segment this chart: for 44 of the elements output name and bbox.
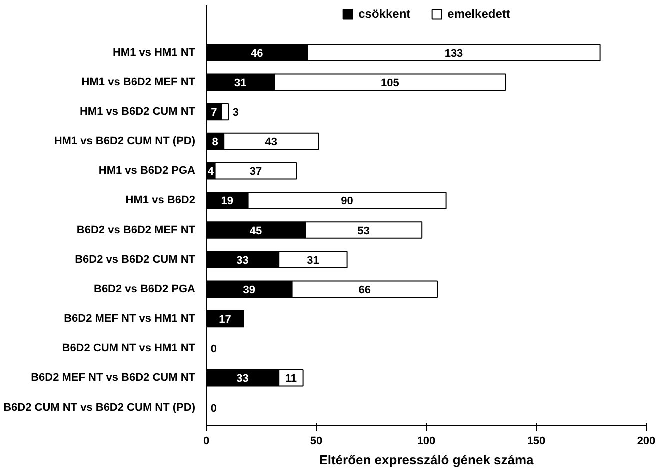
x-tick-label: 0 xyxy=(203,436,210,448)
y-tick-label: HM1 vs B6D2 MEF NT xyxy=(82,76,196,88)
y-tick-label: B6D2 MEF NT vs B6D2 CUM NT xyxy=(31,372,196,384)
x-tick-label: 150 xyxy=(527,436,546,448)
data-label: 33 xyxy=(236,373,249,386)
data-label: 37 xyxy=(250,166,262,178)
x-tick-label: 200 xyxy=(637,436,656,448)
data-label: 31 xyxy=(307,254,320,267)
y-tick-label: HM1 vs B6D2 CUM NT (PD) xyxy=(54,136,196,148)
y-tick-label: B6D2 CUM NT vs HM1 NT xyxy=(62,342,196,355)
data-label: 3 xyxy=(232,106,240,119)
y-tick-label: B6D2 vs B6D2 CUM NT xyxy=(75,254,196,266)
x-tick-label: 100 xyxy=(417,436,436,448)
data-label: 105 xyxy=(381,77,400,90)
data-label: 66 xyxy=(358,284,372,296)
y-tick-label: HM1 vs B6D2 xyxy=(126,194,196,207)
data-label: 31 xyxy=(234,77,247,90)
x-axis-title: Eltérően expresszáló gének száma xyxy=(319,452,535,468)
data-label: 11 xyxy=(285,373,298,386)
y-tick-label: HM1 vs B6D2 CUM NT xyxy=(80,106,196,118)
y-tick-label: B6D2 CUM NT vs B6D2 CUM NT (PD) xyxy=(4,402,196,414)
data-label: 8 xyxy=(212,136,218,149)
data-label: 33 xyxy=(236,254,249,267)
data-label: 43 xyxy=(265,136,278,149)
data-label: 45 xyxy=(250,225,262,238)
x-tick-label: 50 xyxy=(310,436,323,448)
y-tick-label: B6D2 vs B6D2 MEF NT xyxy=(76,224,196,236)
data-label: 4 xyxy=(208,166,215,178)
data-label: 53 xyxy=(358,225,370,238)
data-label: 7 xyxy=(211,106,218,119)
data-label: 17 xyxy=(219,314,232,326)
y-tick-label: HM1 vs B6D2 PGA xyxy=(98,165,196,178)
data-label: 0 xyxy=(210,402,218,415)
legend-label: emelkedett xyxy=(448,7,510,21)
data-label: 133 xyxy=(444,48,464,60)
data-label: 39 xyxy=(243,284,256,296)
data-label: 90 xyxy=(341,196,354,208)
data-label: 19 xyxy=(221,196,234,208)
y-tick-label: HM1 vs HM1 NT xyxy=(112,46,196,59)
y-tick-label: B6D2 vs B6D2 PGA xyxy=(94,283,196,296)
legend-label: csökkent xyxy=(358,7,411,21)
data-label: 0 xyxy=(210,344,218,356)
y-tick-label: B6D2 MEF NT vs HM1 NT xyxy=(64,313,196,326)
data-label: 46 xyxy=(250,48,264,60)
